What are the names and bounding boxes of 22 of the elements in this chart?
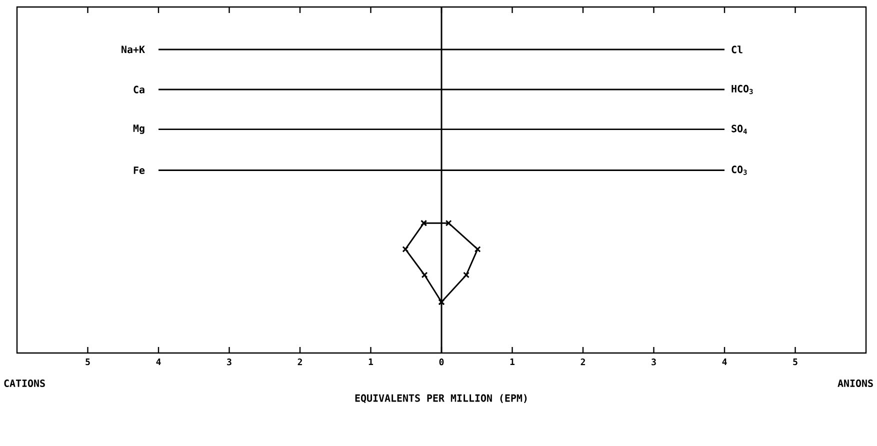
annotation: SO$_{4}$ [732,124,747,134]
series-label: Fe [134,166,145,174]
annotation: CO$_{3}$ [732,166,747,175]
x-tick-label: 2 [298,358,302,366]
x-axis-title: EQUIVALENTS PER MILLION (EPM) [355,394,527,404]
x-tick-label: 1 [510,358,515,366]
text: CATIONS [4,380,45,388]
x-tick-label: 3 [227,358,232,366]
x-tick-label: 5 [793,358,798,366]
x-tick-label: 5 [86,358,90,366]
series-label: Ca [134,86,144,94]
x-tick-label: 4 [156,358,161,366]
annotation: Cl [732,46,742,54]
x-tick-label: 4 [722,358,727,366]
series-label: Na+K [122,46,145,54]
x-tick-label: 2 [580,358,585,366]
x-tick-label: 0 [439,358,444,366]
x-tick-label: 3 [652,358,656,366]
text: ANIONS [838,380,873,388]
x-tick-label: 1 [368,358,374,366]
annotation: HCO$_{3}$ [732,84,753,94]
series-label: Mg [133,124,144,134]
